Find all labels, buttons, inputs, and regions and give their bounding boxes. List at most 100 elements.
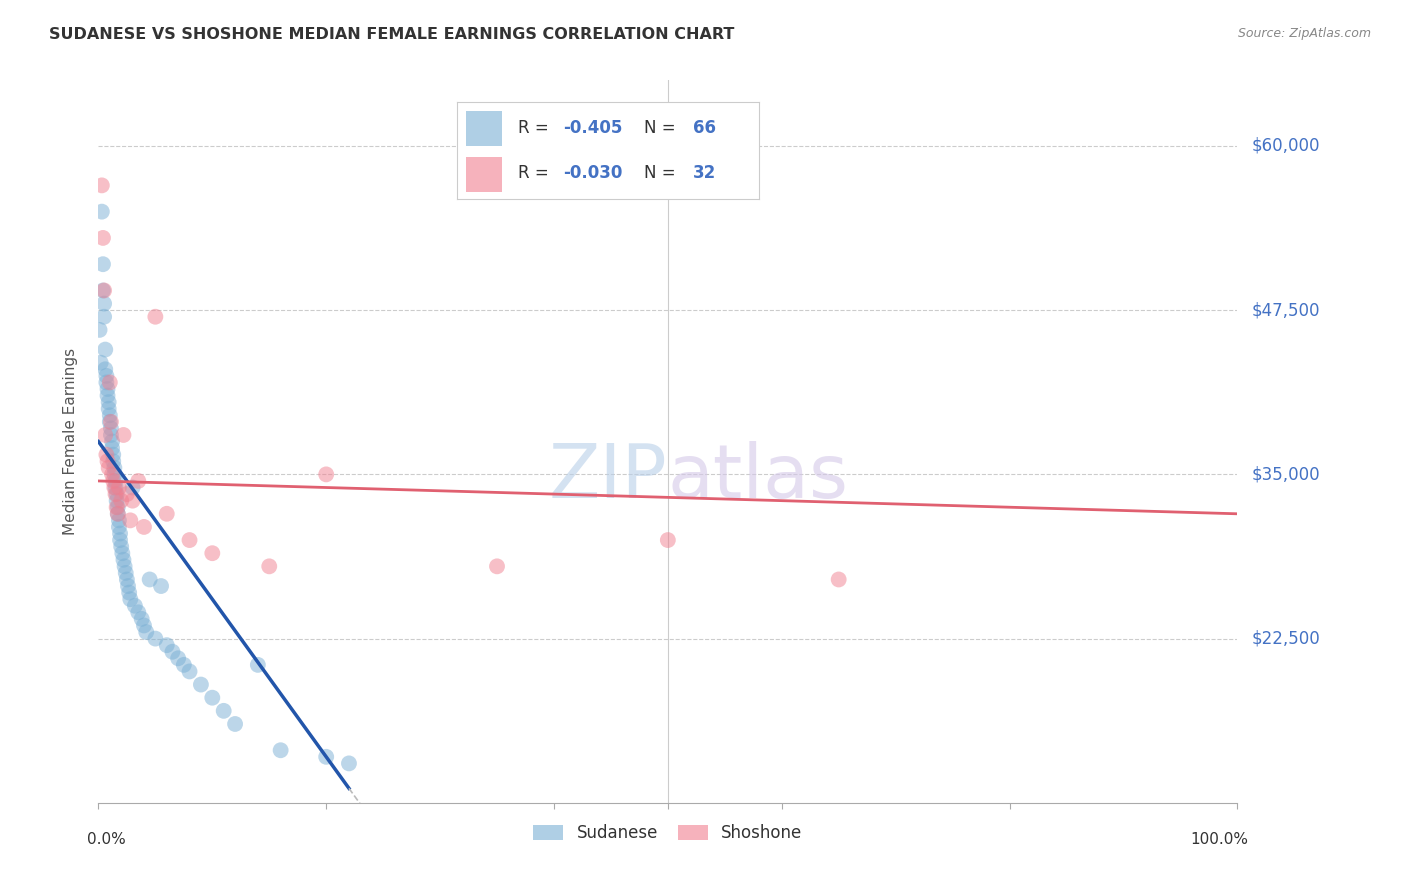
Point xyxy=(108,520,131,534)
Point xyxy=(246,657,269,672)
Point xyxy=(105,500,128,515)
Point xyxy=(145,310,167,324)
Point xyxy=(93,296,115,310)
Point xyxy=(96,382,118,396)
Point xyxy=(107,507,129,521)
Legend: Sudanese, Shoshone: Sudanese, Shoshone xyxy=(526,817,810,848)
Point xyxy=(98,415,121,429)
Point xyxy=(179,533,201,547)
Point xyxy=(150,579,173,593)
Point xyxy=(112,428,135,442)
Point xyxy=(131,612,153,626)
Point xyxy=(657,533,679,547)
Point xyxy=(190,677,212,691)
Point xyxy=(138,573,160,587)
Point xyxy=(100,428,122,442)
Point xyxy=(127,474,149,488)
Point xyxy=(104,481,127,495)
Point xyxy=(91,231,114,245)
Point xyxy=(145,632,167,646)
Point xyxy=(111,546,134,560)
Point xyxy=(98,409,121,423)
Point xyxy=(103,467,125,482)
Point xyxy=(103,460,125,475)
Point xyxy=(118,585,141,599)
Point xyxy=(93,284,115,298)
Point xyxy=(100,421,122,435)
Point xyxy=(108,533,131,547)
Point xyxy=(115,487,138,501)
Point xyxy=(127,605,149,619)
Point xyxy=(173,657,195,672)
Point xyxy=(337,756,360,771)
Text: SUDANESE VS SHOSHONE MEDIAN FEMALE EARNINGS CORRELATION CHART: SUDANESE VS SHOSHONE MEDIAN FEMALE EARNI… xyxy=(49,27,734,42)
Point xyxy=(96,454,118,468)
Point xyxy=(96,448,118,462)
Point xyxy=(101,441,124,455)
Point xyxy=(114,566,136,580)
Point xyxy=(110,540,132,554)
Text: 100.0%: 100.0% xyxy=(1191,831,1249,847)
Point xyxy=(114,559,136,574)
Point xyxy=(107,500,129,515)
Point xyxy=(132,520,155,534)
Text: ZIP: ZIP xyxy=(550,442,668,514)
Point xyxy=(104,474,127,488)
Point xyxy=(156,507,179,521)
Point xyxy=(315,749,337,764)
Y-axis label: Median Female Earnings: Median Female Earnings xyxy=(63,348,77,535)
Point xyxy=(103,474,125,488)
Point xyxy=(212,704,235,718)
Text: atlas: atlas xyxy=(668,442,849,514)
Point xyxy=(94,343,117,357)
Point xyxy=(103,454,125,468)
Point xyxy=(103,448,125,462)
Text: 0.0%: 0.0% xyxy=(87,831,125,847)
Point xyxy=(115,573,138,587)
Point xyxy=(259,559,281,574)
Point xyxy=(156,638,179,652)
Point xyxy=(90,356,112,370)
Text: $22,500: $22,500 xyxy=(1251,630,1320,648)
Point xyxy=(110,493,132,508)
Point xyxy=(89,323,111,337)
Point xyxy=(108,513,131,527)
Point xyxy=(91,257,114,271)
Point xyxy=(179,665,201,679)
Point xyxy=(828,573,851,587)
Point xyxy=(90,178,112,193)
Point xyxy=(104,487,127,501)
Point xyxy=(94,428,117,442)
Text: $35,000: $35,000 xyxy=(1251,466,1320,483)
Point xyxy=(96,388,118,402)
Point xyxy=(112,553,135,567)
Point xyxy=(124,599,146,613)
Point xyxy=(105,487,128,501)
Point xyxy=(117,579,139,593)
Point xyxy=(101,434,124,449)
Point xyxy=(135,625,157,640)
Point xyxy=(108,481,131,495)
Point xyxy=(98,376,121,390)
Point xyxy=(162,645,184,659)
Point xyxy=(121,493,143,508)
Point xyxy=(101,467,124,482)
Text: Source: ZipAtlas.com: Source: ZipAtlas.com xyxy=(1237,27,1371,40)
Point xyxy=(108,526,131,541)
Point xyxy=(486,559,509,574)
Point xyxy=(97,395,120,409)
Point xyxy=(107,507,129,521)
Point xyxy=(96,368,118,383)
Point xyxy=(201,690,224,705)
Point xyxy=(224,717,246,731)
Point xyxy=(96,376,118,390)
Point xyxy=(97,401,120,416)
Point xyxy=(121,481,143,495)
Point xyxy=(100,415,122,429)
Point xyxy=(94,362,117,376)
Point xyxy=(167,651,190,665)
Point xyxy=(105,493,128,508)
Point xyxy=(97,460,120,475)
Point xyxy=(132,618,155,632)
Point xyxy=(201,546,224,560)
